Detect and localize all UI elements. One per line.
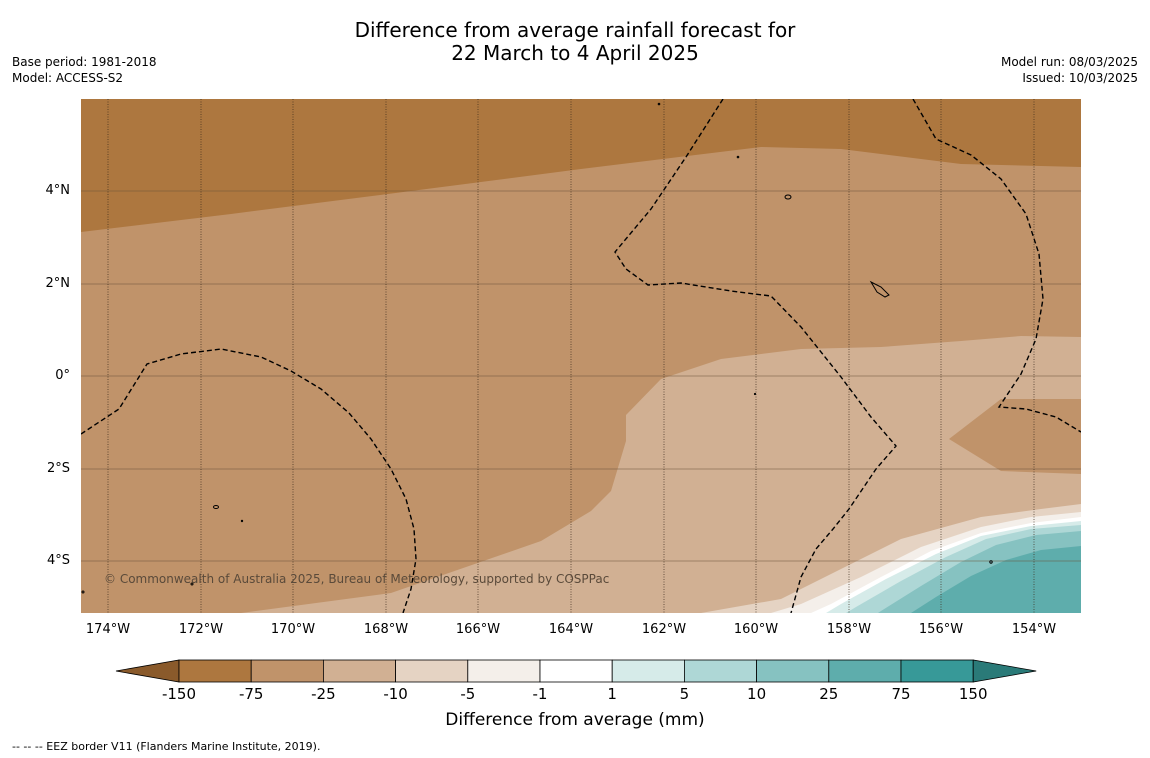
lon-tick: 166°W	[455, 622, 501, 637]
colorbar-segment	[467, 659, 541, 683]
lat-tick: 2°N	[45, 276, 71, 291]
colorbar-tick-label: -75	[238, 685, 264, 703]
lon-tick: 174°W	[85, 622, 131, 637]
colorbar-segment	[250, 659, 324, 683]
colorbar-tick-label: 25	[819, 685, 839, 703]
lon-tick: 172°W	[178, 622, 224, 637]
colorbar-segment	[539, 659, 613, 683]
colorbar-segment	[611, 659, 685, 683]
colorbar-tick-label: 1	[607, 685, 617, 703]
right-meta: Model run: 08/03/2025 Issued: 10/03/2025	[1001, 54, 1138, 86]
colorbar	[115, 659, 1037, 683]
lon-tick: 168°W	[363, 622, 409, 637]
colorbar-tick-label: 75	[891, 685, 911, 703]
islands	[81, 102, 993, 594]
colorbar-tick-label: -150	[161, 685, 197, 703]
colorbar-segment	[828, 659, 902, 683]
title-line-1: Difference from average rainfall forecas…	[354, 18, 796, 42]
lon-tick: 154°W	[1011, 622, 1057, 637]
colorbar-segment	[756, 659, 830, 683]
issued-date: Issued: 10/03/2025	[1022, 71, 1138, 85]
colorbar-segment	[322, 659, 396, 683]
lat-tick: 0°	[55, 368, 70, 383]
lon-tick: 158°W	[826, 622, 872, 637]
colorbar-tick-label: -10	[383, 685, 408, 703]
colorbar-tick-label: 10	[747, 685, 767, 703]
lon-tick: 160°W	[733, 622, 779, 637]
eez-borders	[81, 99, 1081, 613]
longitude-gridlines	[107, 99, 1035, 613]
lat-tick: 4°N	[45, 183, 71, 198]
map-title: Difference from average rainfall forecas…	[0, 19, 1150, 65]
colorbar-segment	[900, 659, 974, 683]
model-name: Model: ACCESS-S2	[12, 71, 124, 85]
colorbar-title: Difference from average (mm)	[445, 710, 705, 730]
colorbar-segment	[178, 659, 252, 683]
colorbar-over-extension	[972, 659, 1037, 683]
map-area	[81, 99, 1081, 613]
latitude-gridlines	[81, 190, 1081, 562]
left-meta: Base period: 1981-2018 Model: ACCESS-S2	[12, 54, 157, 86]
band-plus-25-to-75	[911, 546, 1081, 613]
colorbar-tick-label: 5	[679, 685, 690, 703]
lon-tick: 164°W	[548, 622, 594, 637]
lat-tick: 2°S	[46, 461, 70, 476]
colorbar-under-extension	[115, 659, 180, 683]
title-line-2: 22 March to 4 April 2025	[451, 41, 699, 65]
model-run: Model run: 08/03/2025	[1000, 55, 1138, 69]
eez-legend-note: -- -- -- EEZ border V11 (Flanders Marine…	[12, 740, 321, 753]
rainfall-map	[81, 99, 1081, 613]
band-minus-10-to-25	[241, 336, 1081, 613]
colorbar-tick-label: -25	[311, 685, 336, 703]
lat-tick: 4°S	[46, 553, 70, 568]
copyright-notice: © Commonwealth of Australia 2025, Bureau…	[104, 572, 610, 586]
band-minus-75-to-150	[81, 99, 1081, 232]
lon-tick: 170°W	[270, 622, 316, 637]
colorbar-tick-label: -1	[532, 685, 548, 703]
colorbar-tick-label: -5	[460, 685, 476, 703]
lon-tick: 162°W	[641, 622, 687, 637]
colorbar-tick-label: 150	[958, 685, 988, 703]
lon-tick: 156°W	[918, 622, 964, 637]
colorbar-segment	[395, 659, 469, 683]
colorbar-segment	[684, 659, 758, 683]
base-period: Base period: 1981-2018	[12, 55, 157, 69]
